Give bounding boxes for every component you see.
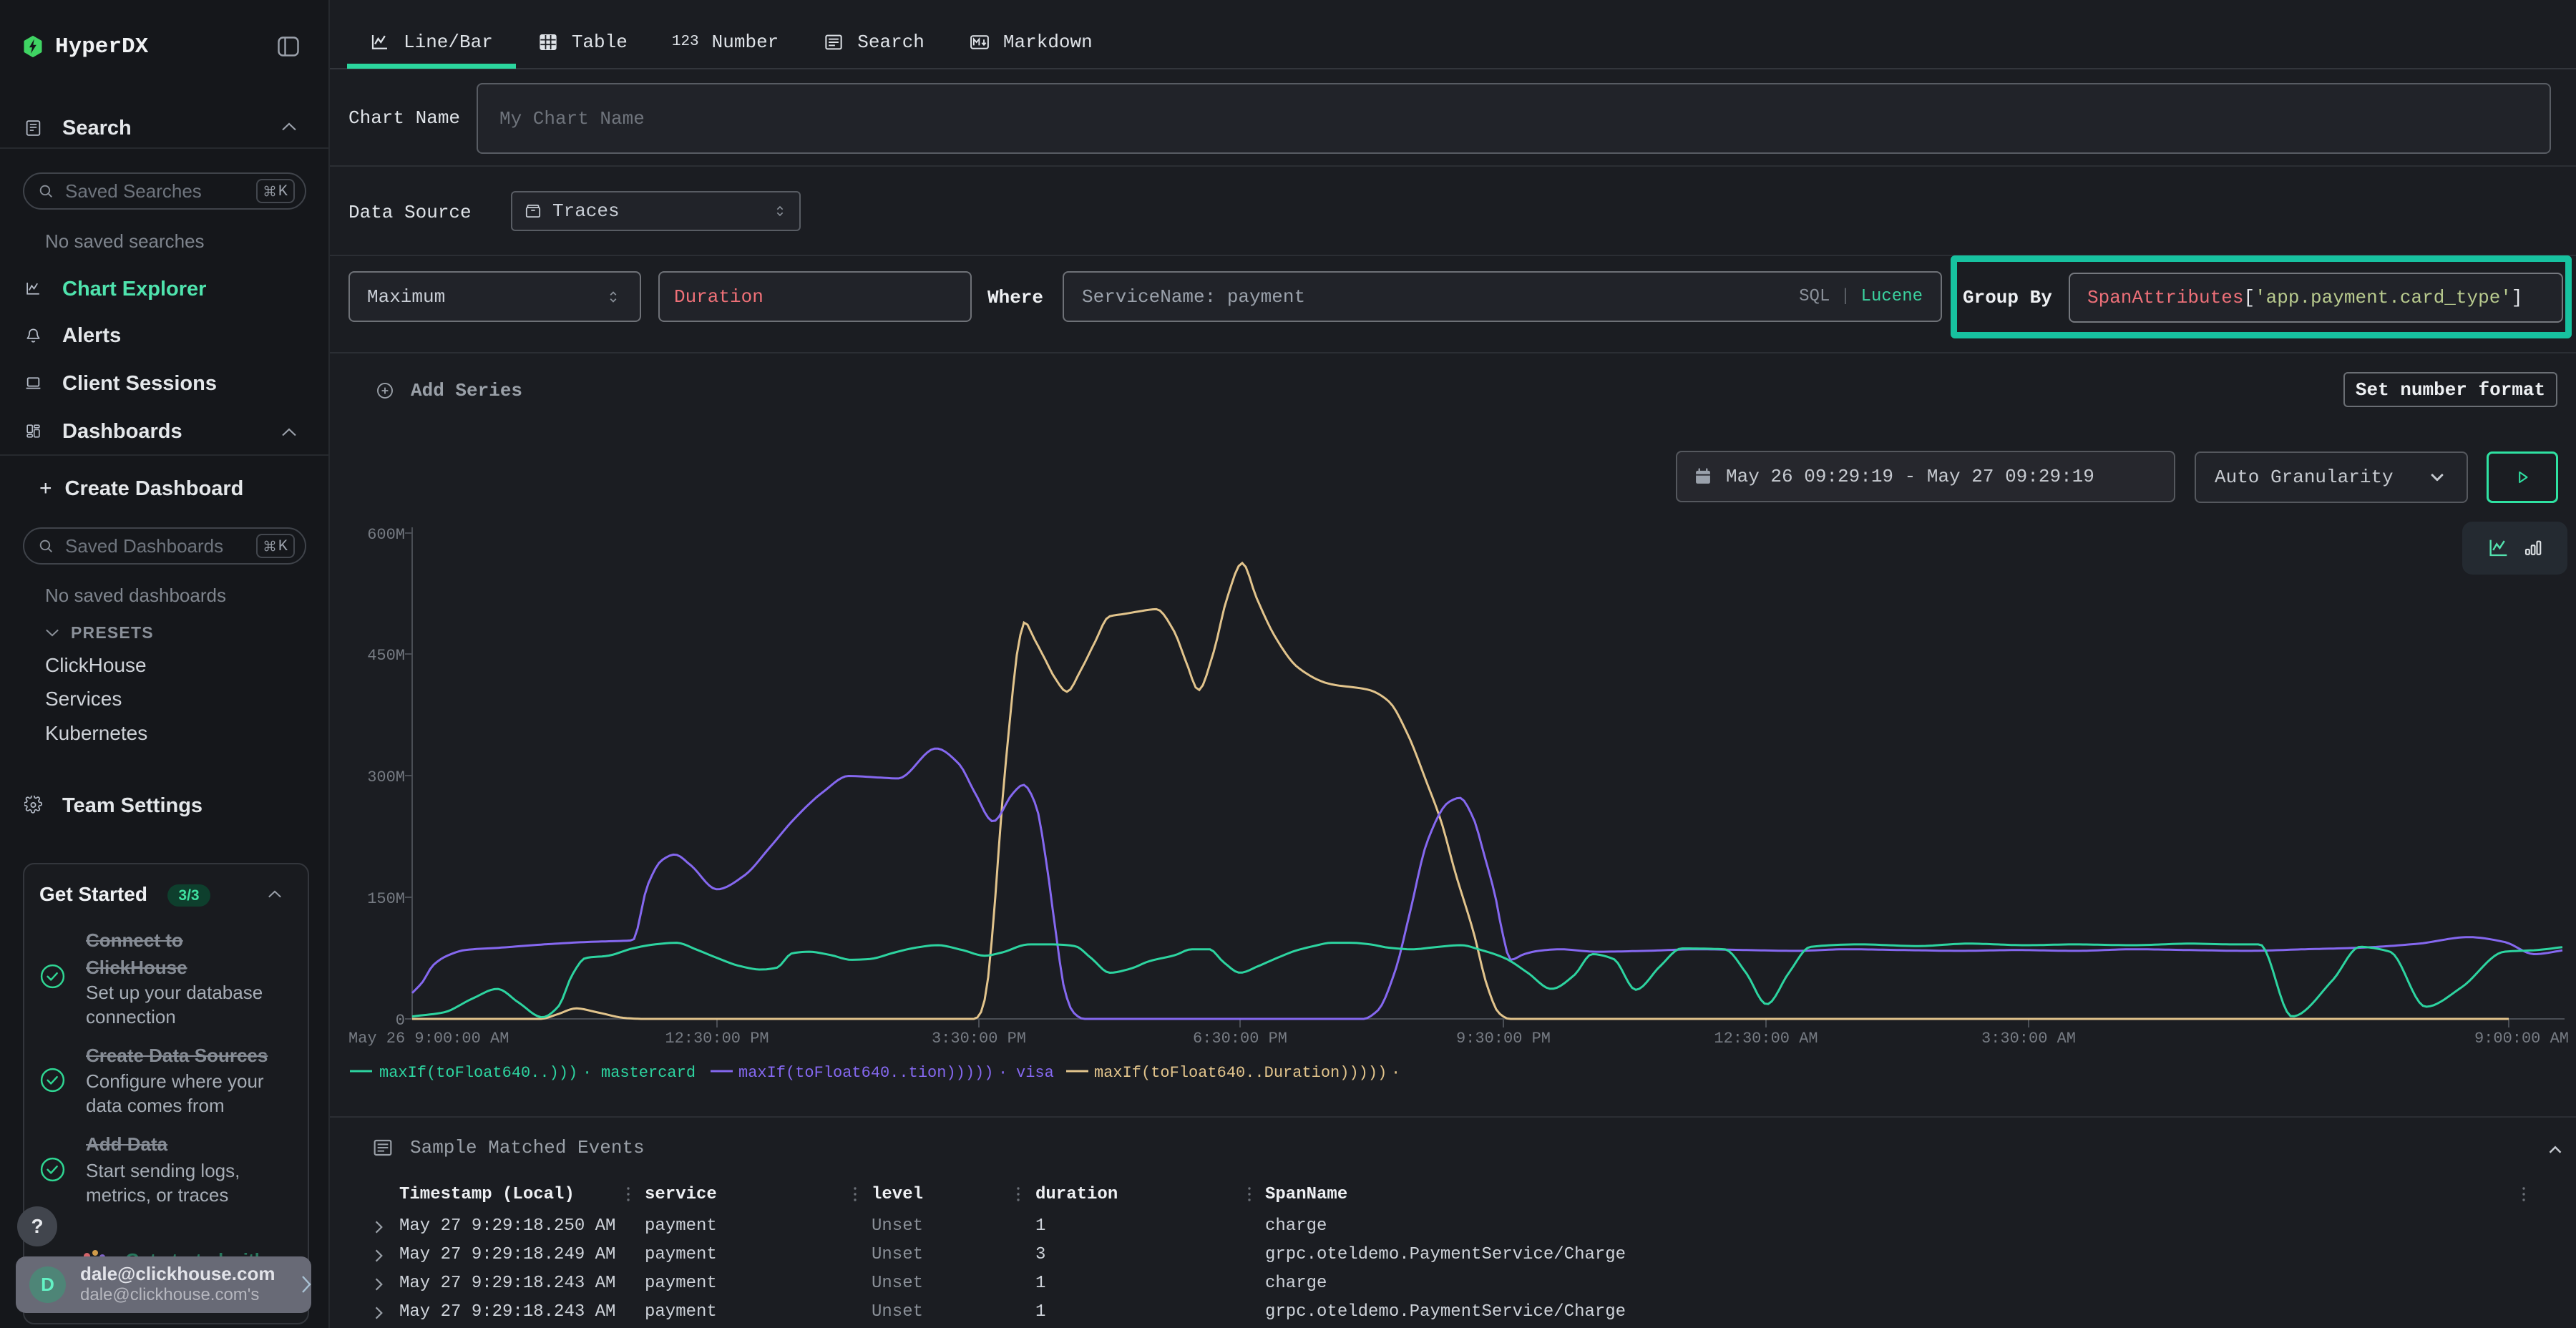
svg-text:12:30:00 AM: 12:30:00 AM <box>1714 1030 1818 1048</box>
svg-text:3:30:00 AM: 3:30:00 AM <box>1981 1030 2076 1048</box>
svg-text:May 26 9:00:00 AM: May 26 9:00:00 AM <box>348 1030 509 1048</box>
svg-text:12:30:00 PM: 12:30:00 PM <box>665 1030 769 1048</box>
svg-text:·: · <box>1391 1064 1400 1082</box>
svg-text:mastercard: mastercard <box>601 1064 696 1082</box>
svg-text:maxIf(toFloat640..tion))))): maxIf(toFloat640..tion))))) <box>738 1064 993 1082</box>
svg-text:·: · <box>998 1064 1008 1082</box>
svg-text:450M: 450M <box>367 647 405 665</box>
svg-text:9:30:00 PM: 9:30:00 PM <box>1456 1030 1551 1048</box>
svg-text:6:30:00 PM: 6:30:00 PM <box>1193 1030 1287 1048</box>
svg-text:3:30:00 PM: 3:30:00 PM <box>932 1030 1026 1048</box>
svg-text:300M: 300M <box>367 768 405 786</box>
svg-text:9:00:00 AM: 9:00:00 AM <box>2474 1030 2569 1048</box>
svg-text:0: 0 <box>396 1012 405 1030</box>
svg-text:visa: visa <box>1016 1064 1054 1082</box>
svg-text:maxIf(toFloat640..))): maxIf(toFloat640..))) <box>379 1064 577 1082</box>
svg-text:maxIf(toFloat640..Duration)))): maxIf(toFloat640..Duration))))) <box>1094 1064 1387 1082</box>
svg-text:150M: 150M <box>367 890 405 908</box>
svg-text:·: · <box>582 1064 592 1082</box>
svg-text:600M: 600M <box>367 526 405 544</box>
